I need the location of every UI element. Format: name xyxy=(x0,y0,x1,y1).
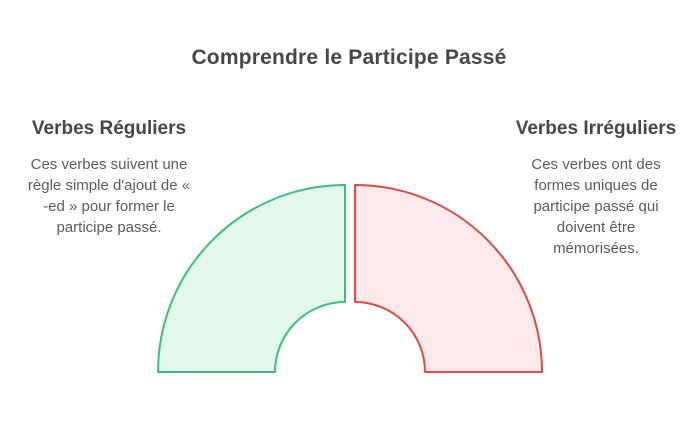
regular-verbs-description: Ces verbes suivent une règle simple d'aj… xyxy=(27,156,191,236)
section-irregular-verbs: Verbes Irréguliers Ces verbes ont des fo… xyxy=(491,117,698,259)
irregular-verbs-heading: Verbes Irréguliers xyxy=(515,118,677,139)
half-donut-segment-regular xyxy=(157,184,346,373)
irregular-verbs-description: Ces verbes ont des formes uniques de par… xyxy=(531,156,661,257)
section-regular-verbs: Verbes Réguliers Ces verbes suivent une … xyxy=(4,117,214,238)
half-donut-segment-irregular xyxy=(354,184,543,373)
regular-verbs-heading: Verbes Réguliers xyxy=(31,118,187,139)
page-title: Comprendre le Participe Passé xyxy=(191,46,507,69)
